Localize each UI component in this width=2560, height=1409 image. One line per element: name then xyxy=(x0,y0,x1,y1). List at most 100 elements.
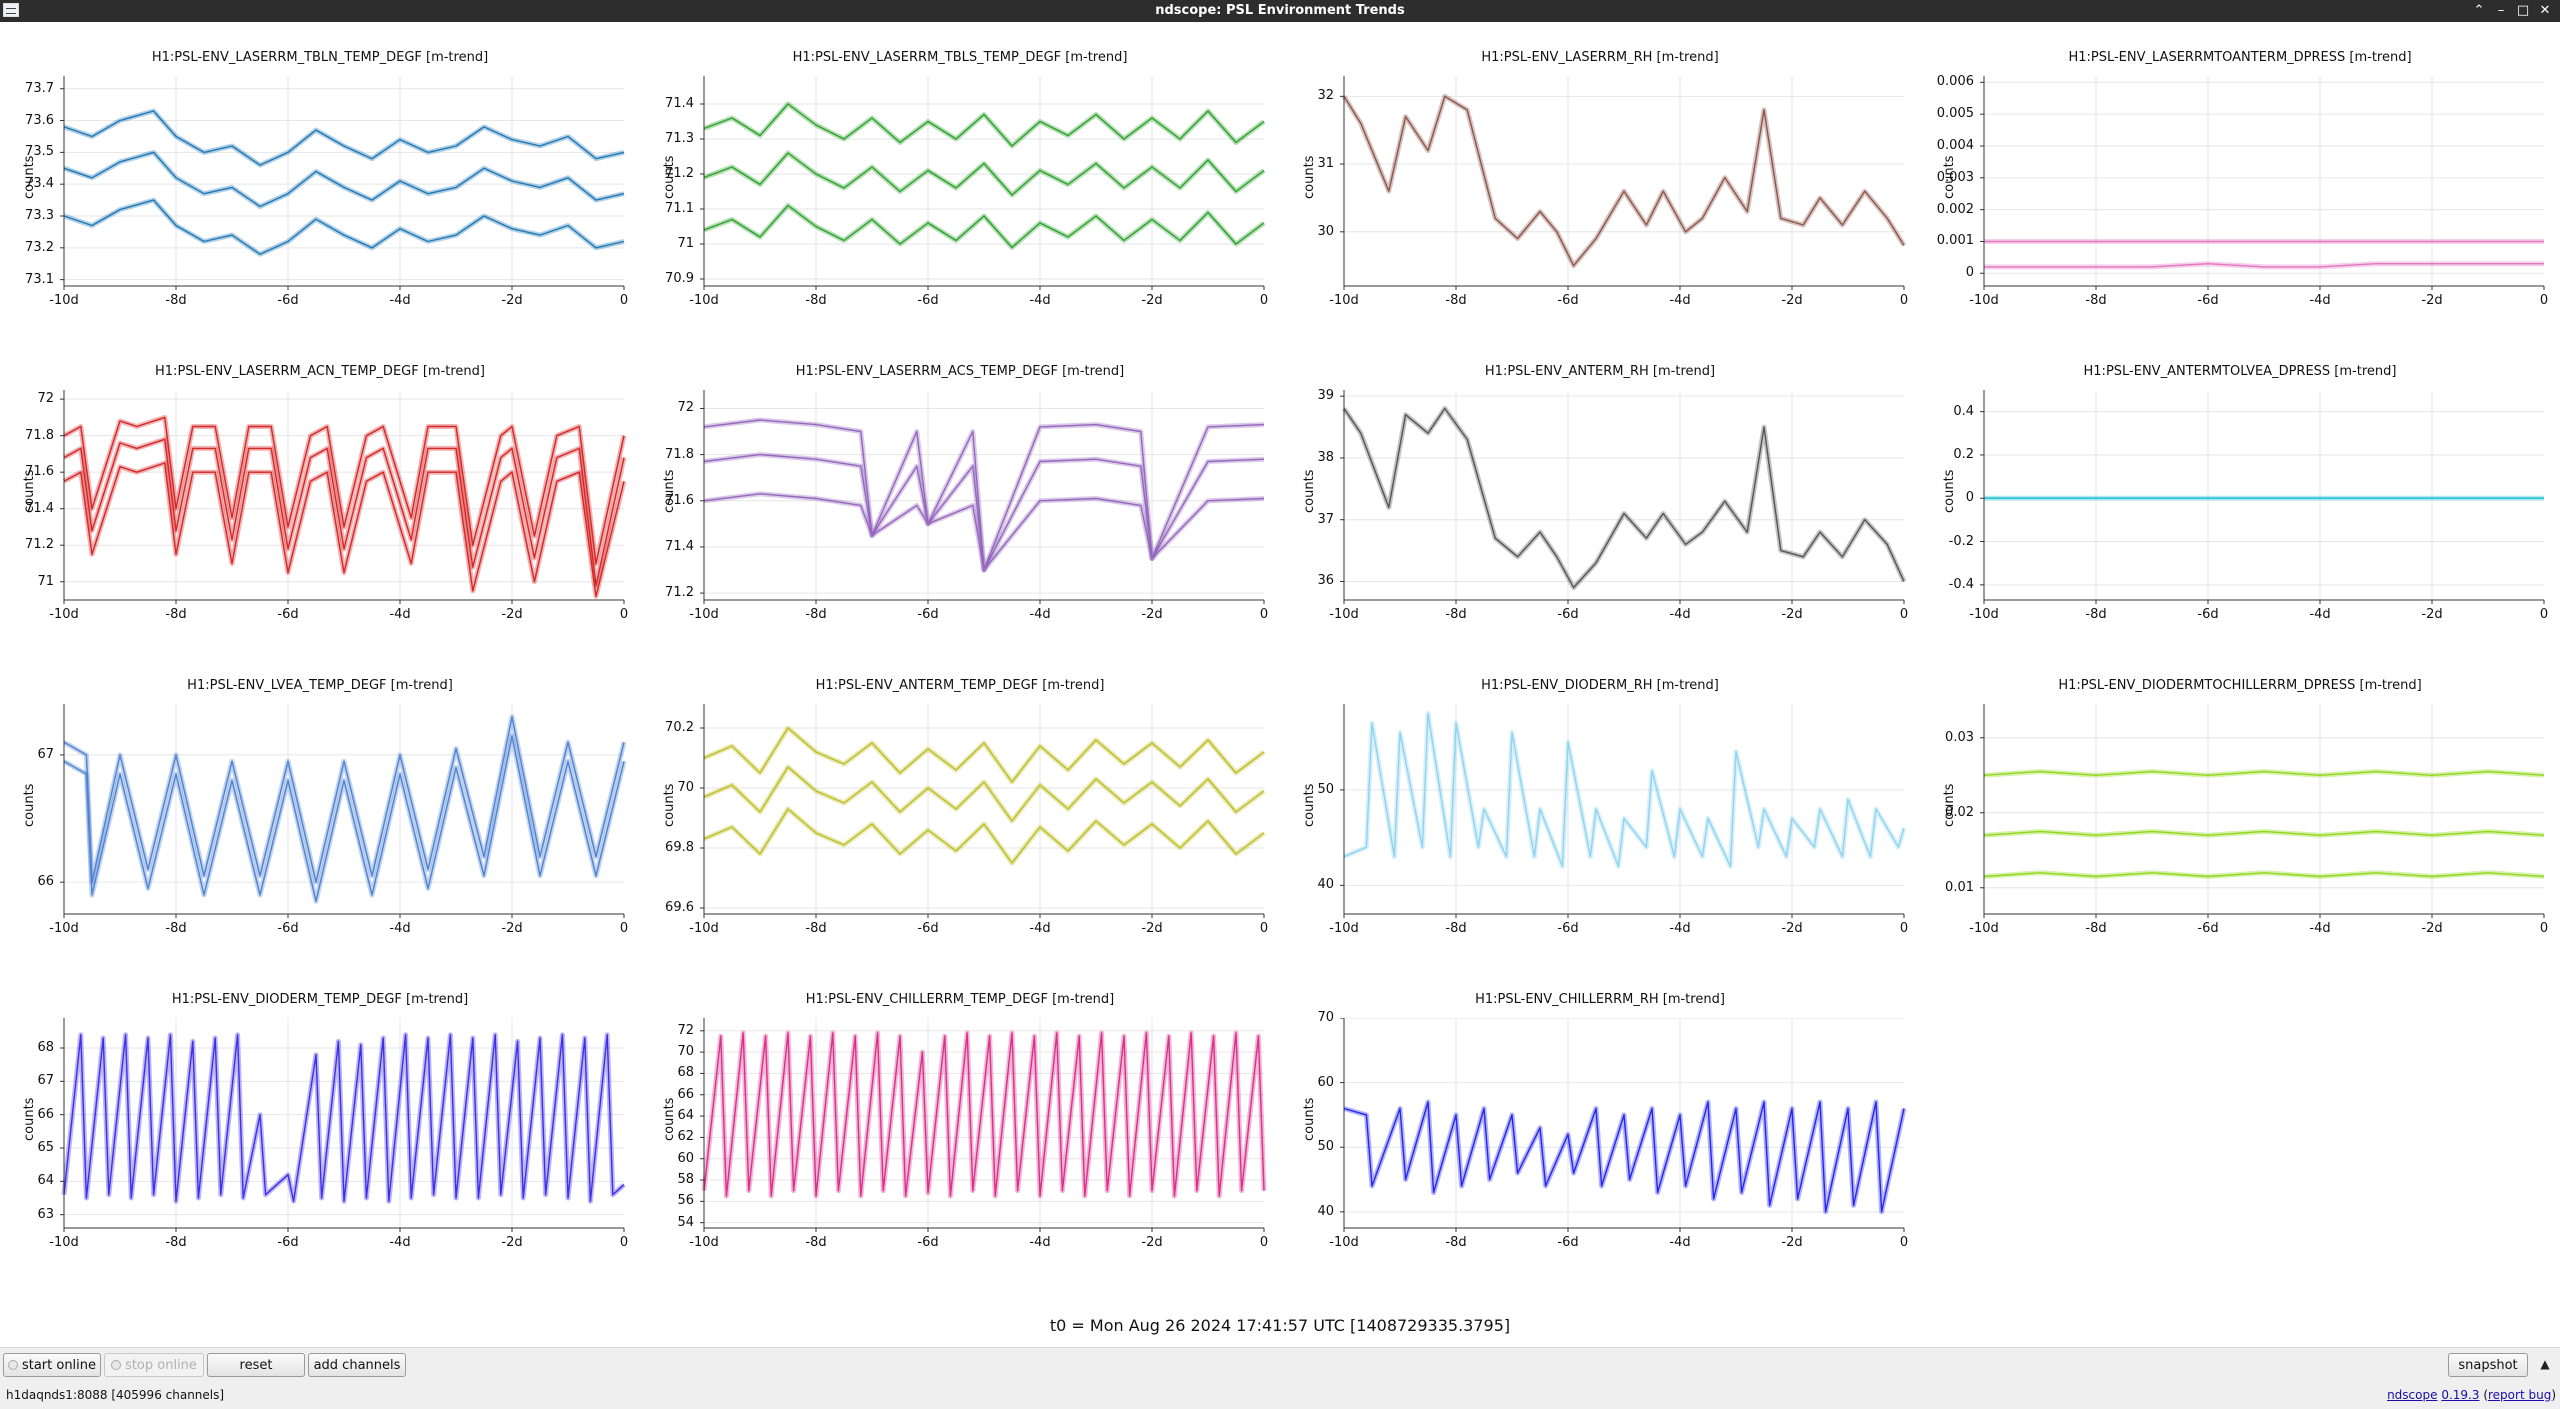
y-tick-labels: 40 50 60 70 xyxy=(1280,1010,1340,1228)
plot-canvas[interactable]: -10d -8d -6d -4d -2d 0 xyxy=(684,76,1284,316)
y-tick-label: 62 xyxy=(677,1129,694,1145)
x-tick-label: -10d xyxy=(1329,1235,1359,1250)
close-window-icon[interactable]: ✕ xyxy=(2539,3,2551,18)
series-line xyxy=(703,103,1265,147)
x-tick-label: -10d xyxy=(689,607,719,622)
plot-canvas[interactable]: -10d -8d -6d -4d -2d 0 xyxy=(1324,704,1924,944)
x-tick-label: -2d xyxy=(2421,921,2442,936)
series-line xyxy=(703,419,1265,571)
stop-online-button[interactable]: stop online xyxy=(104,1353,204,1377)
y-tick-label: -0.4 xyxy=(1948,576,1974,592)
plot-canvas[interactable]: -10d -8d -6d -4d -2d 0 xyxy=(1964,390,2560,630)
y-tick-label: 64 xyxy=(677,1108,694,1124)
y-tick-label: 39 xyxy=(1317,388,1334,404)
x-tick-label: -2d xyxy=(501,293,522,308)
plot-canvas[interactable]: -10d -8d -6d -4d -2d 0 xyxy=(684,704,1284,944)
reset-button[interactable]: reset xyxy=(207,1353,305,1377)
y-tick-label: 0.006 xyxy=(1936,74,1974,90)
plot-canvas[interactable]: -10d -8d -6d -4d -2d 0 xyxy=(44,390,644,630)
expand-arrow-icon[interactable]: ▲ xyxy=(2540,1357,2550,1371)
y-tick-label: 67 xyxy=(37,1073,54,1089)
x-tick-label: -6d xyxy=(1557,607,1578,622)
x-tick-label: -10d xyxy=(1329,293,1359,308)
paren-open: ( xyxy=(2479,1388,2488,1402)
minimize-window-icon[interactable]: – xyxy=(2497,3,2505,18)
collapse-window-icon[interactable]: ⌃ xyxy=(2473,3,2485,18)
snapshot-button[interactable]: snapshot xyxy=(2448,1353,2528,1377)
y-tick-label: 71.4 xyxy=(665,96,694,111)
plot-title: H1:PSL-ENV_DIODERM_TEMP_DEGF [m-trend] xyxy=(171,992,469,1007)
y-tick-label: 70 xyxy=(677,1044,694,1060)
y-tick-label: 0.03 xyxy=(1945,729,1974,745)
y-tick-label: 71.4 xyxy=(25,500,54,516)
x-tick-label: -2d xyxy=(1781,921,1802,936)
x-tick-label: -6d xyxy=(2197,607,2218,622)
y-tick-label: 71.6 xyxy=(665,492,694,508)
x-tick-label: -4d xyxy=(1029,607,1050,622)
y-tick-label: 36 xyxy=(1317,573,1334,589)
x-tick-label: -6d xyxy=(917,921,938,936)
y-tick-label: 0.4 xyxy=(1953,403,1974,419)
x-tick-label: -2d xyxy=(1141,607,1162,622)
x-tick-label: -6d xyxy=(917,293,938,308)
y-tick-label: 71.1 xyxy=(665,201,694,216)
plot-canvas[interactable]: -10d -8d -6d -4d -2d 0 xyxy=(44,76,644,316)
series-line xyxy=(1343,1101,1905,1213)
ndscope-link[interactable]: ndscope xyxy=(2387,1388,2438,1402)
plot-canvas[interactable]: -10d -8d -6d -4d -2d 0 xyxy=(44,704,644,944)
version-link[interactable]: 0.19.3 xyxy=(2441,1388,2480,1402)
x-tick-label: 0 xyxy=(2540,293,2548,308)
plot-canvas[interactable]: -10d -8d -6d -4d -2d 0 xyxy=(1324,76,1924,316)
x-tick-label: -10d xyxy=(49,607,79,622)
series-band xyxy=(703,725,1266,785)
series-line xyxy=(63,199,625,255)
plot-canvas[interactable]: -10d -8d -6d -4d -2d 0 xyxy=(1324,1018,1924,1258)
y-tick-label: 68 xyxy=(677,1065,694,1081)
x-tick-label: -2d xyxy=(501,607,522,622)
x-tick-label: -4d xyxy=(1029,293,1050,308)
plot-canvas[interactable]: -10d -8d -6d -4d -2d 0 xyxy=(44,1018,644,1258)
y-tick-label: 70.9 xyxy=(665,271,694,286)
add-channels-button[interactable]: add channels xyxy=(308,1353,406,1377)
start-online-button[interactable]: start online xyxy=(3,1353,101,1377)
y-tick-label: 0.002 xyxy=(1936,201,1974,217)
x-tick-label: -4d xyxy=(389,921,410,936)
y-tick-label: 54 xyxy=(677,1214,694,1230)
plot-canvas[interactable]: -10d -8d -6d -4d -2d 0 xyxy=(1324,390,1924,630)
plot-title: H1:PSL-ENV_LASERRM_TBLS_TEMP_DEGF [m-tre… xyxy=(792,50,1128,65)
plot-canvas[interactable]: -10d -8d -6d -4d -2d 0 xyxy=(684,1018,1284,1258)
plot-title: H1:PSL-ENV_DIODERM_RH [m-trend] xyxy=(1481,678,1719,693)
stop-online-label: stop online xyxy=(125,1357,197,1373)
y-tick-label: 73.7 xyxy=(25,80,54,96)
plot-canvas[interactable]: -10d -8d -6d -4d -2d 0 xyxy=(1964,704,2560,944)
y-tick-label: 56 xyxy=(677,1193,694,1209)
window-titlebar: ndscope: PSL Environment Trends ⌃ – □ ✕ xyxy=(0,0,2560,22)
y-tick-label: 40 xyxy=(1317,1203,1334,1219)
maximize-window-icon[interactable]: □ xyxy=(2516,3,2530,18)
x-tick-label: -8d xyxy=(165,293,186,308)
y-tick-label: 0.004 xyxy=(1936,138,1974,153)
y-tick-label: 63 xyxy=(37,1206,54,1222)
x-tick-label: -6d xyxy=(2197,921,2218,936)
plot-title: H1:PSL-ENV_LASERRM_ACS_TEMP_DEGF [m-tren… xyxy=(795,364,1125,379)
y-tick-labels: 63 64 65 66 67 68 xyxy=(0,1018,60,1228)
x-tick-label: 0 xyxy=(620,1235,628,1250)
x-tick-label: -2d xyxy=(1781,293,1802,308)
plot-title: H1:PSL-ENV_ANTERM_TEMP_DEGF [m-trend] xyxy=(815,678,1105,693)
x-tick-label: -8d xyxy=(805,607,826,622)
x-tick-label: -10d xyxy=(1969,293,1999,308)
x-tick-label: -4d xyxy=(1669,1235,1690,1250)
plot-canvas[interactable]: -10d -8d -6d -4d -2d 0 xyxy=(1964,76,2560,316)
plot-title: H1:PSL-ENV_LVEA_TEMP_DEGF [m-trend] xyxy=(187,678,453,693)
x-tick-label: -10d xyxy=(49,921,79,936)
y-tick-labels: -0.4 -0.2 0 0.2 0.4 xyxy=(1920,390,1980,600)
x-tick-label: -6d xyxy=(1557,1235,1578,1250)
version-info: ndscope 0.19.3 (report bug) xyxy=(2387,1388,2556,1402)
x-tick-label: -8d xyxy=(1445,921,1466,936)
x-tick-label: -2d xyxy=(1781,1235,1802,1250)
x-tick-label: -10d xyxy=(49,1235,79,1250)
plot-canvas[interactable]: -10d -8d -6d -4d -2d 0 xyxy=(684,390,1284,630)
series-line xyxy=(703,453,1265,571)
x-tick-label: -8d xyxy=(165,921,186,936)
report-bug-link[interactable]: report bug xyxy=(2488,1388,2552,1402)
